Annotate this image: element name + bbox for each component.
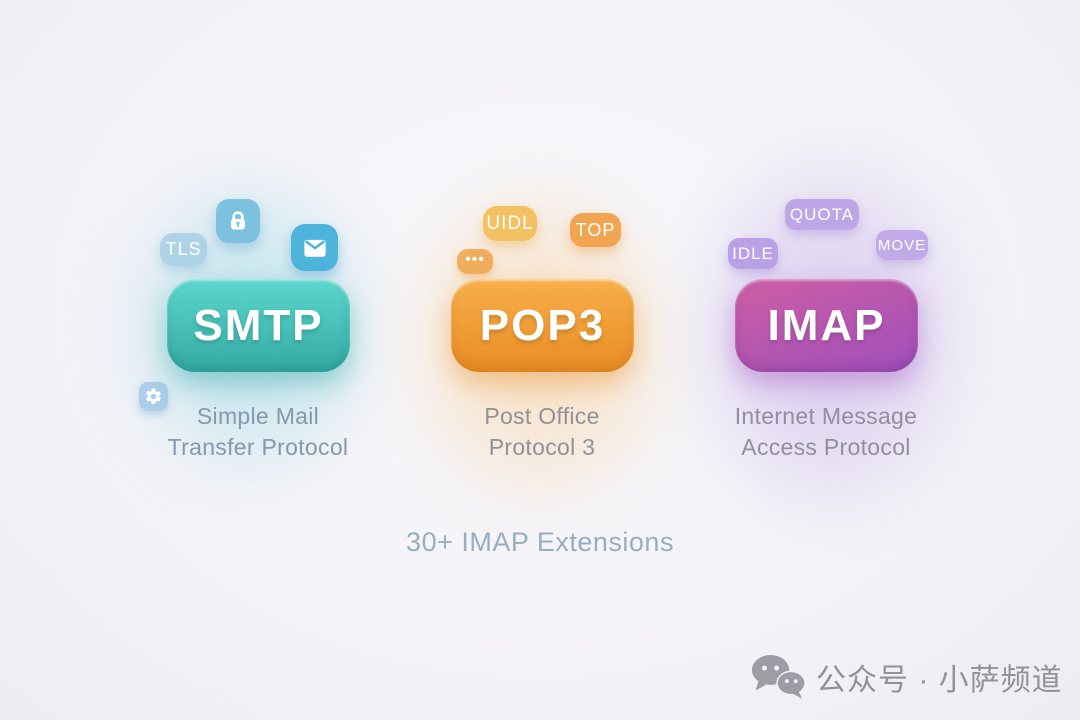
- move-badge-label: MOVE: [877, 236, 927, 254]
- quota-badge-label: QUOTA: [789, 204, 855, 224]
- quota-badge: QUOTA: [785, 199, 859, 230]
- ellipsis-badge-label: •••: [465, 251, 485, 268]
- tls-badge-label: TLS: [165, 239, 202, 259]
- watermark-text: 公众号 · 小萨频道: [816, 663, 1063, 697]
- smtp-full-name: Simple Mail Transfer Protocol: [128, 401, 388, 463]
- uidl-badge-label: UIDL: [486, 212, 534, 234]
- idle-badge-label: IDLE: [732, 243, 774, 263]
- tls-badge: TLS: [160, 233, 207, 266]
- imap-full-name-line1: Internet Message: [734, 403, 918, 429]
- top-badge-label: TOP: [575, 219, 616, 240]
- wechat-icon: [751, 655, 806, 699]
- watermark: 公众号 · 小萨频道: [750, 654, 1063, 699]
- imap-extensions-note: 30+ IMAP Extensions: [406, 527, 674, 557]
- smtp-full-name-line1: Simple Mail: [196, 403, 320, 429]
- envelope-icon: [291, 224, 338, 271]
- imap-full-name-line2: Access Protocol: [741, 434, 911, 460]
- pop3-full-name-line1: Post Office: [484, 403, 600, 429]
- idle-badge: IDLE: [728, 238, 778, 269]
- uidl-badge: UIDL: [483, 206, 537, 241]
- lock-icon: [216, 199, 260, 243]
- pop3-full-name: Post Office Protocol 3: [412, 401, 672, 463]
- smtp-button: SMTP: [167, 279, 350, 372]
- pop3-full-name-line2: Protocol 3: [488, 434, 596, 460]
- smtp-full-name-line2: Transfer Protocol: [167, 434, 349, 460]
- top-badge: TOP: [570, 213, 621, 247]
- imap-full-name: Internet Message Access Protocol: [696, 401, 956, 463]
- ellipsis-badge: •••: [457, 249, 493, 274]
- move-badge: MOVE: [876, 230, 928, 260]
- pop3-button: POP3: [451, 279, 634, 372]
- imap-button: IMAP: [735, 279, 918, 372]
